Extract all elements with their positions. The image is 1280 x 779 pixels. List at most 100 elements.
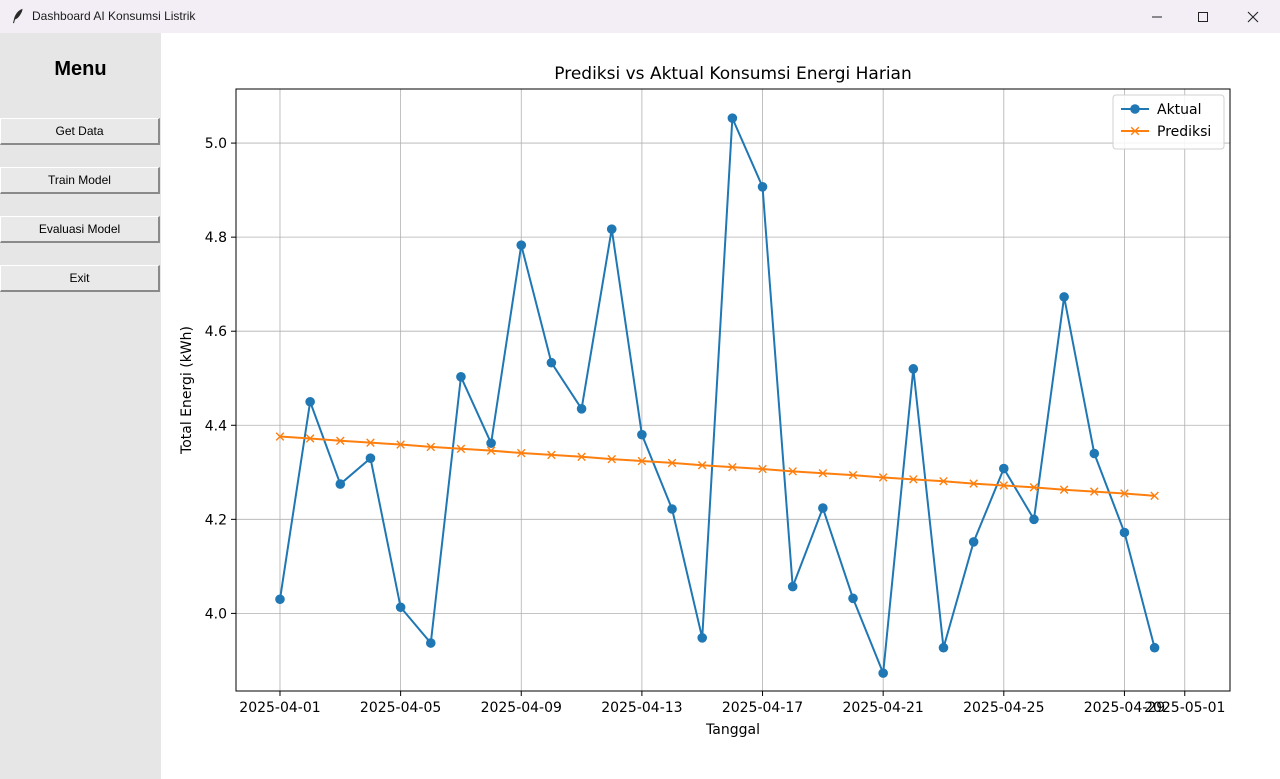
- data-point-aktual: [576, 404, 587, 414]
- data-point-aktual: [787, 581, 798, 592]
- plot-area: 2025-04-01 2025-04-05 2025-04-09 2025-04-13…: [161, 33, 1280, 779]
- data-point-aktual: [727, 113, 738, 123]
- y-tick-label: 4.6: [205, 324, 227, 340]
- data-point-prediksi: [1029, 483, 1039, 492]
- window-title: Dashboard AI Konsumsi Listrik: [32, 9, 196, 23]
- data-point-aktual: [999, 463, 1009, 474]
- series-line-prediksi: [279, 435, 1155, 497]
- data-point-aktual: [848, 593, 858, 604]
- data-point-aktual: [1149, 642, 1160, 653]
- legend-marker-prediksi: [1130, 126, 1140, 136]
- x-tick-label: 2025-04-01: [239, 700, 320, 716]
- exit-button[interactable]: Exit: [0, 265, 160, 292]
- data-point-aktual: [486, 438, 496, 448]
- x-tick-label: 2025-04-05: [360, 700, 441, 716]
- minimize-button[interactable]: [1134, 0, 1180, 33]
- x-tick-label: 2025-05-01: [1144, 700, 1225, 716]
- data-point-aktual: [757, 182, 768, 192]
- get-data-button[interactable]: Get Data: [0, 118, 160, 145]
- axes-frame: [235, 88, 1231, 692]
- data-point-aktual: [456, 372, 466, 382]
- data-point-aktual: [335, 479, 346, 489]
- y-tick-label: 4.4: [205, 418, 227, 434]
- data-point-aktual: [546, 357, 557, 368]
- y-tick-label: 5.0: [205, 136, 227, 152]
- data-point-aktual: [908, 364, 919, 374]
- data-point-prediksi: [577, 452, 586, 462]
- y-tick-label: 4.0: [205, 606, 227, 622]
- data-point-prediksi: [1059, 485, 1069, 495]
- data-point-prediksi: [848, 470, 858, 480]
- maximize-button[interactable]: [1180, 0, 1226, 33]
- y-axis-label: Total Energi (kWh): [179, 326, 195, 455]
- data-point-aktual: [1059, 292, 1069, 302]
- data-point-prediksi: [909, 475, 918, 484]
- data-point-prediksi: [939, 476, 948, 486]
- sidebar: Menu Get Data Train Model Evaluasi Model…: [0, 33, 161, 779]
- y-tick-label: 4.8: [205, 230, 227, 246]
- energy-chart: 2025-04-01 2025-04-05 2025-04-09 2025-04-13…: [179, 64, 1231, 738]
- x-axis-label: Tanggal: [705, 722, 760, 738]
- data-point-aktual: [667, 504, 677, 514]
- data-point-prediksi: [667, 458, 677, 468]
- close-icon: [1247, 11, 1259, 22]
- data-point-prediksi: [275, 432, 285, 441]
- data-point-prediksi: [547, 450, 556, 460]
- window-titlebar: Dashboard AI Konsumsi Listrik: [0, 0, 1280, 33]
- x-tick-label: 2025-04-09: [481, 700, 562, 716]
- data-point-aktual: [878, 668, 888, 678]
- data-point-prediksi: [637, 456, 647, 466]
- data-point-aktual: [305, 396, 315, 407]
- data-point-aktual: [968, 537, 979, 547]
- data-point-aktual: [637, 429, 647, 440]
- data-point-prediksi: [1089, 487, 1099, 496]
- data-point-aktual: [425, 638, 436, 648]
- data-point-aktual: [1029, 514, 1039, 525]
- data-point-prediksi: [516, 448, 526, 458]
- data-point-prediksi: [607, 454, 617, 464]
- data-point-prediksi: [1120, 489, 1129, 498]
- data-point-prediksi: [728, 462, 737, 472]
- data-point-prediksi: [758, 464, 767, 474]
- evaluasi-model-button[interactable]: Evaluasi Model: [0, 216, 160, 243]
- data-point-aktual: [938, 642, 949, 653]
- close-button[interactable]: [1230, 0, 1276, 33]
- data-point-prediksi: [486, 446, 496, 455]
- x-tick-label: 2025-04-21: [842, 700, 923, 716]
- x-tick-label: 2025-04-29: [1084, 700, 1165, 716]
- maximize-icon: [1198, 11, 1208, 22]
- data-point-aktual: [275, 594, 285, 605]
- series-line-aktual: [278, 117, 1156, 675]
- y-tick-label: 4.2: [205, 512, 227, 528]
- train-model-button[interactable]: Train Model: [0, 167, 160, 194]
- x-tick-label: 2025-04-17: [722, 700, 803, 716]
- legend-label-prediksi: Prediksi: [1157, 124, 1211, 140]
- data-point-prediksi: [426, 442, 436, 452]
- data-point-prediksi: [336, 436, 345, 446]
- data-point-prediksi: [366, 438, 375, 447]
- data-point-aktual: [395, 602, 406, 613]
- data-point-prediksi: [969, 479, 978, 488]
- chart-title: Prediksi vs Aktual Konsumsi Energi Haria…: [554, 64, 912, 84]
- data-point-prediksi: [818, 468, 828, 478]
- x-tick-label: 2025-04-13: [601, 700, 682, 716]
- legend-label-aktual: Aktual: [1157, 102, 1202, 118]
- data-point-aktual: [697, 633, 708, 643]
- data-point-prediksi: [788, 467, 797, 476]
- data-point-prediksi: [456, 444, 466, 454]
- data-point-aktual: [516, 240, 527, 250]
- data-point-prediksi: [999, 481, 1009, 490]
- x-tick-label: 2025-04-25: [963, 700, 1044, 716]
- feather-icon: [13, 8, 23, 24]
- data-point-aktual: [1089, 448, 1100, 459]
- minimize-icon: [1152, 16, 1162, 17]
- data-point-prediksi: [396, 440, 405, 449]
- data-point-prediksi: [305, 434, 315, 443]
- data-point-prediksi: [1150, 491, 1159, 501]
- legend-marker-aktual: [1130, 104, 1140, 114]
- data-point-aktual: [365, 453, 376, 463]
- data-point-prediksi: [697, 460, 707, 470]
- data-point-aktual: [818, 503, 828, 513]
- data-point-prediksi: [878, 473, 888, 482]
- data-point-aktual: [606, 224, 617, 234]
